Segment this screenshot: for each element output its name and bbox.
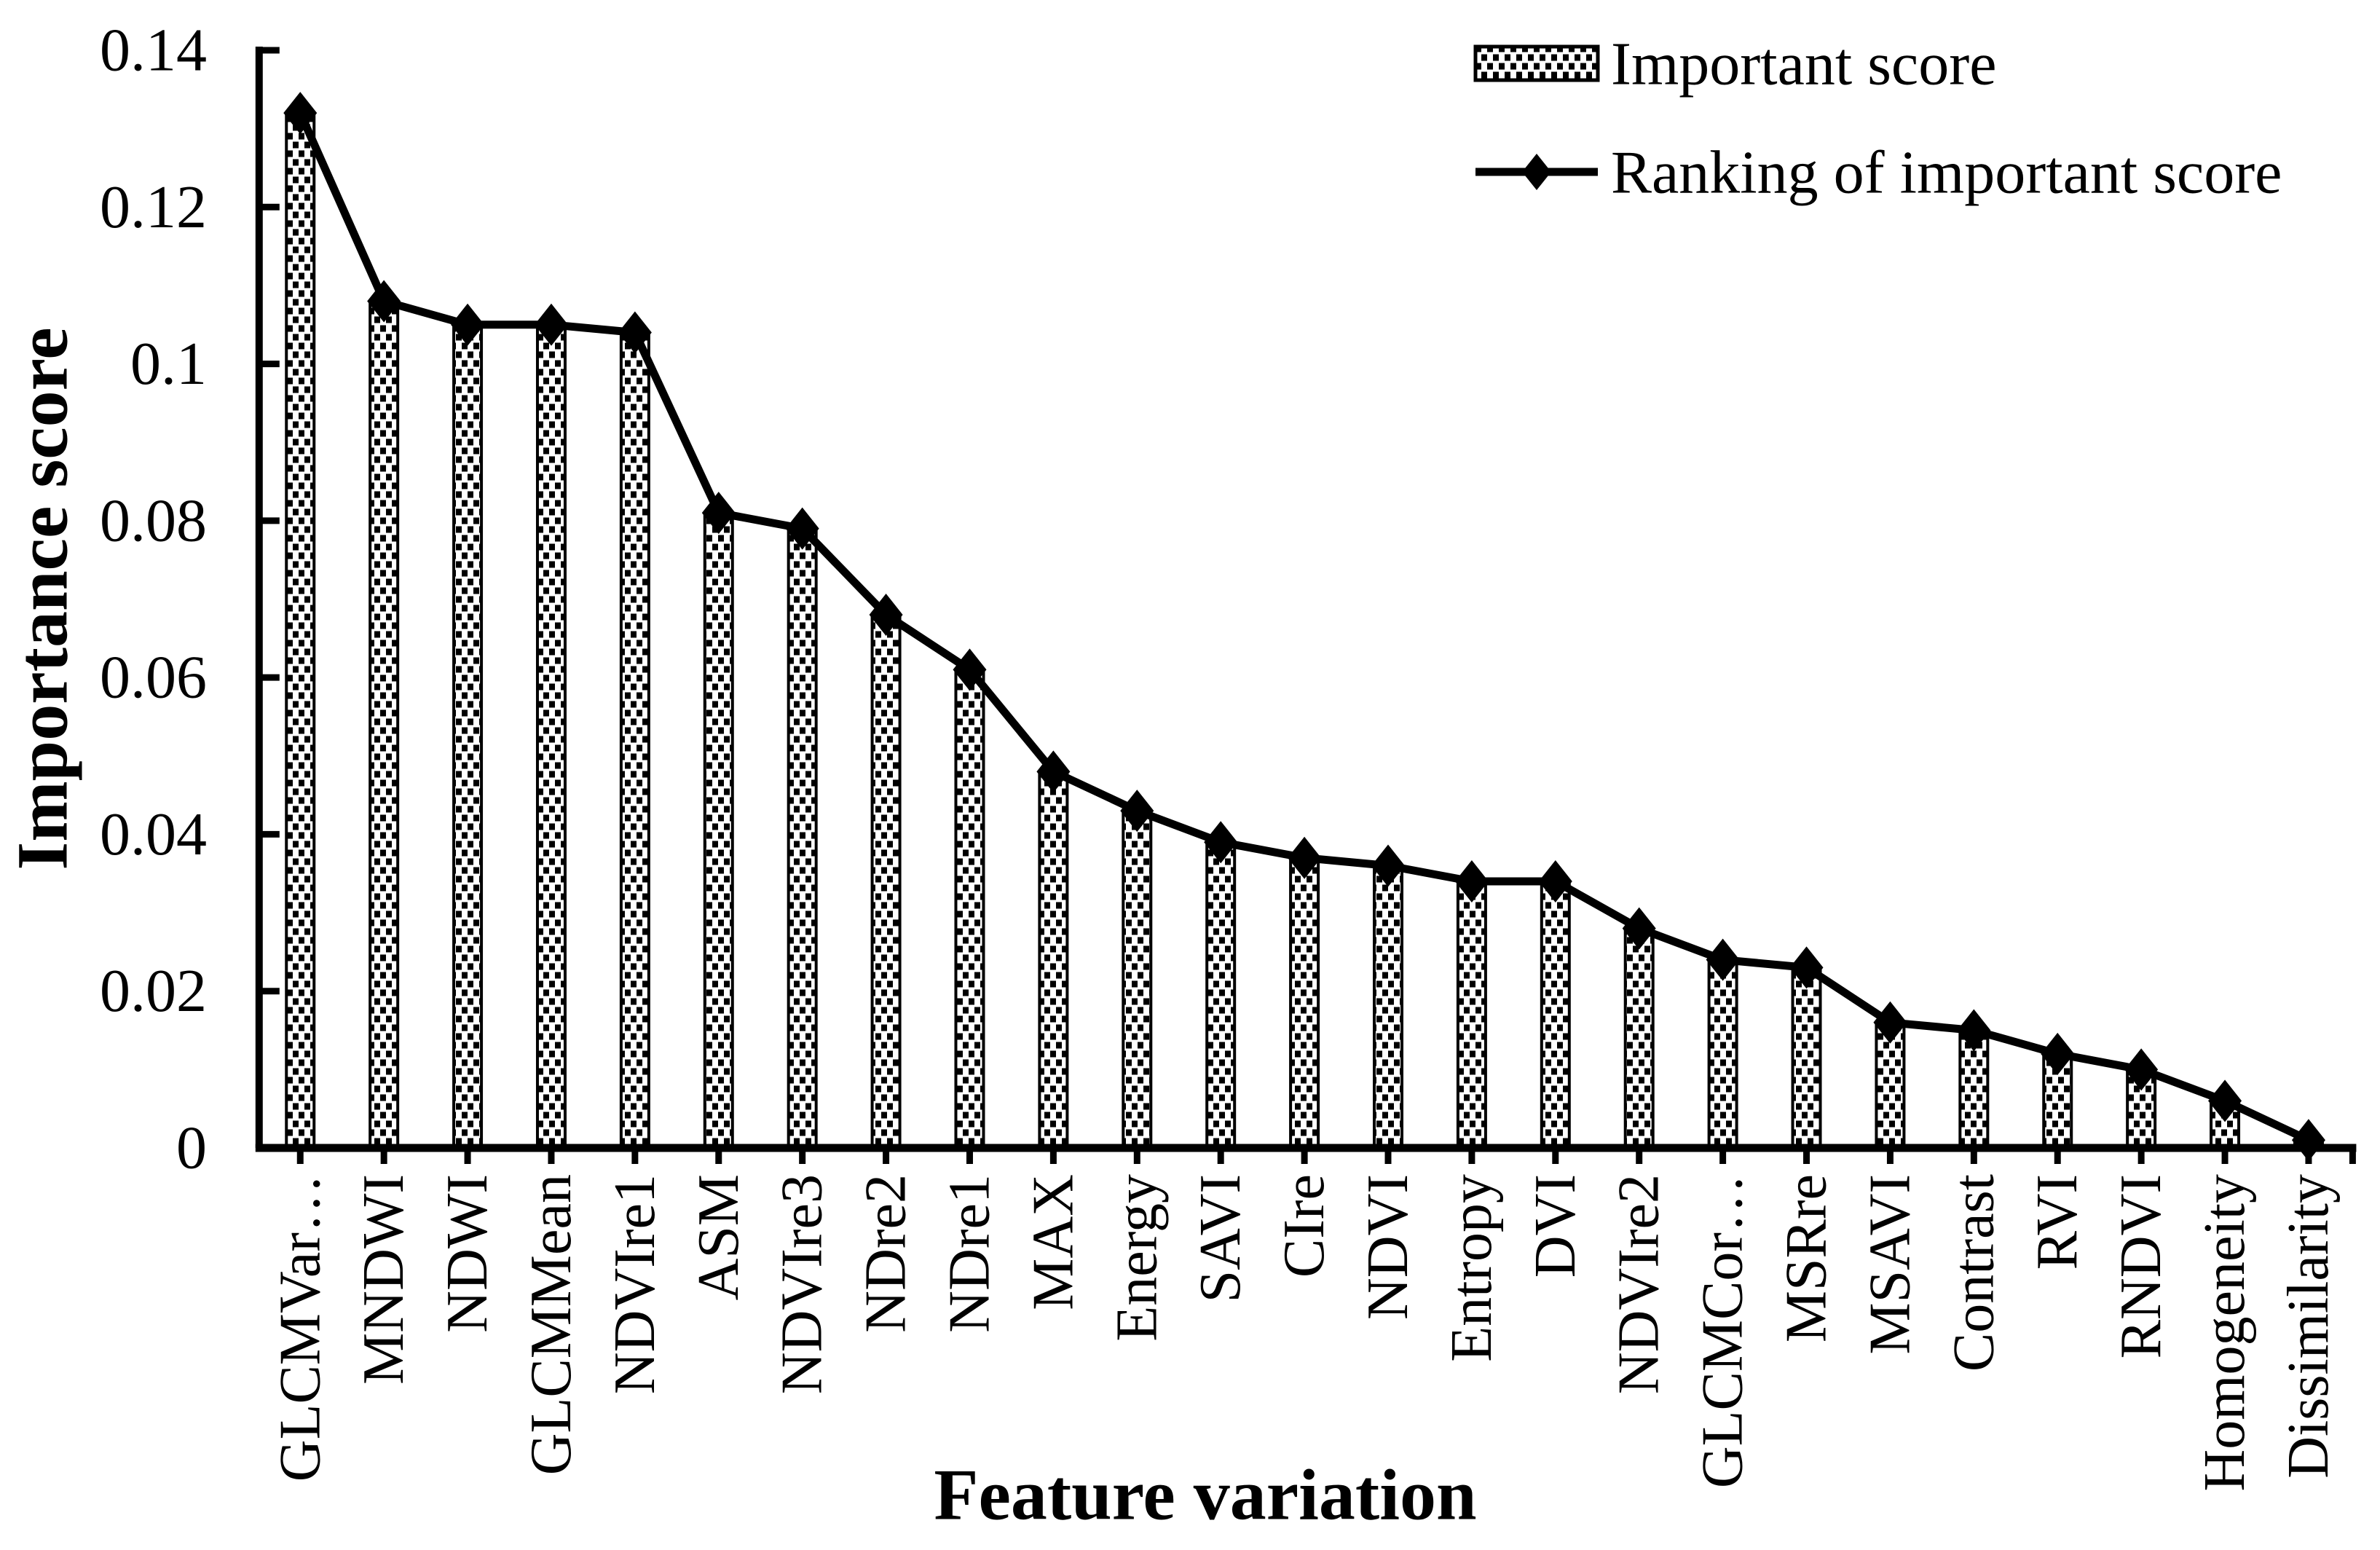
y-tick-labels-group: 0 0.02 0.04 0.06 0.08 0.1 0.12 0.14 [100,17,207,1182]
ranking-diamond-marker-icon [283,92,318,135]
important-score-bar [2126,1068,2157,1150]
x-category-label: Homogeneity [2193,1174,2257,1491]
y-tick-label: 0 [176,1114,207,1182]
important-score-bar [870,613,902,1149]
important-score-bar [285,111,316,1150]
ranking-diamond-marker-icon [1538,860,1572,903]
ranking-diamond-marker-icon [1454,860,1489,903]
ranking-diamond-marker-icon [1957,1009,1991,1052]
ranking-diamond-marker-icon [1873,1001,1907,1044]
legend-swatch-important-score [1473,44,1600,82]
x-category-labels-group: GLCMVar… MNDWI NDWI GLCMMean NDVIre1 ASM NDVIr… [268,1174,2341,1491]
bar-series-group [285,111,2324,1150]
ranking-diamond-marker-icon [1706,938,1740,981]
ranking-diamond-marker-icon [534,303,568,346]
line-series-group [283,92,2325,1162]
legend: Important score Ranking of important sco… [1473,31,2282,207]
important-score-bar [535,323,567,1149]
ranking-diamond-marker-icon [451,303,485,346]
x-category-label: MAX [1021,1174,1085,1310]
x-category-label: Dissimilarity [2277,1174,2341,1479]
x-category-label: Entropy [1440,1174,1504,1362]
important-score-bar [1038,770,1069,1150]
x-category-label: NDWI [436,1174,500,1333]
ranking-diamond-marker-icon [2124,1048,2159,1091]
y-axis-title: Importance score [2,327,83,870]
x-category-label: GLCMVar… [268,1174,332,1482]
important-score-bar [1205,841,1237,1149]
y-tick-label: 0.08 [100,487,207,554]
x-category-label: ASM [687,1174,751,1300]
ranking-diamond-marker-icon [1622,907,1656,950]
x-category-label: NDVIre1 [603,1174,667,1394]
x-category-label: RNDVI [2109,1174,2173,1358]
legend-label-important-score: Important score [1611,31,1996,98]
x-category-label: GLCMCor… [1691,1174,1755,1488]
x-category-label: CIre [1272,1174,1336,1278]
y-tick-label: 0.1 [130,330,207,398]
x-category-label: NDre1 [938,1174,1002,1333]
x-category-label: Energy [1105,1174,1169,1342]
important-score-bar [452,323,484,1149]
ranking-diamond-marker-icon [785,507,819,550]
ranking-diamond-marker-icon [1789,946,1824,989]
x-category-label: GLCMMean [519,1174,583,1475]
x-axis-title: Feature variation [934,1455,1476,1535]
ranking-diamond-marker-icon [701,492,736,535]
ranking-diamond-marker-icon [953,648,987,691]
important-score-bar [1122,809,1153,1150]
important-score-bar [1623,927,1655,1149]
important-score-bar [954,668,985,1149]
ranking-diamond-marker-icon [367,280,401,323]
y-tick-label: 0.14 [100,17,207,84]
y-tick-label: 0.04 [100,800,207,868]
x-category-label: MSRre [1775,1174,1839,1342]
important-score-bar [787,527,818,1149]
legend-label-ranking: Ranking of important score [1611,139,2282,207]
x-category-label: NDre2 [854,1174,918,1333]
x-category-label: MSAVI [1858,1174,1922,1355]
important-score-bar [1707,958,1738,1149]
important-score-bar [1373,864,1404,1149]
ranking-diamond-marker-icon [1288,836,1322,879]
legend-diamond-marker-icon [1522,154,1551,190]
x-category-label: NDVI [1356,1174,1420,1320]
axes-group [255,47,2357,1164]
ranking-diamond-marker-icon [2208,1079,2242,1122]
ranking-diamond-marker-icon [1036,750,1071,793]
ranking-diamond-marker-icon [869,594,903,637]
important-score-bar [619,331,650,1149]
important-score-bar [369,299,400,1149]
x-category-label: DVI [1524,1174,1588,1278]
ranking-diamond-marker-icon [1371,844,1406,887]
x-category-label: NDVIre3 [771,1174,835,1394]
x-category-label: MNDWI [352,1174,416,1385]
ranking-diamond-marker-icon [2041,1032,2075,1075]
important-score-bar [1456,880,1487,1149]
x-category-label: SAVI [1189,1174,1253,1302]
y-tick-label: 0.06 [100,644,207,712]
x-category-label: RVI [2025,1174,2089,1270]
ranking-diamond-marker-icon [1120,790,1154,833]
important-score-bar [1791,966,1822,1149]
important-score-bar [703,511,734,1149]
ranking-diamond-marker-icon [618,311,652,354]
x-category-label: NDVIre2 [1607,1174,1671,1394]
y-tick-label: 0.12 [100,173,207,241]
important-score-bar [1289,856,1320,1149]
x-category-label: Contrast [1942,1174,2006,1372]
important-score-bar [1540,880,1571,1149]
ranking-diamond-marker-icon [1204,821,1238,864]
y-tick-label: 0.02 [100,957,207,1025]
